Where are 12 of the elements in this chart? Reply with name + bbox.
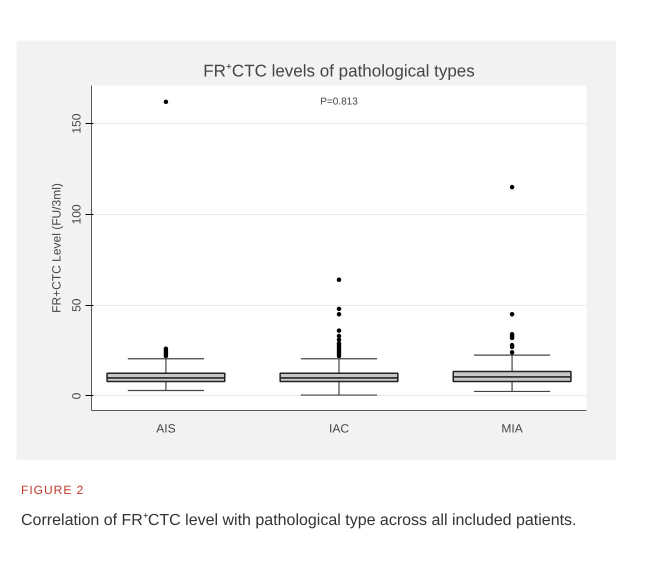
annotation: P=0.813: [320, 96, 358, 108]
y-tick-label: 50: [70, 298, 84, 312]
caption: FIGURE 2: [21, 482, 84, 499]
y-axis-title: FR+CTC Level (FU/3ml): [50, 183, 64, 313]
x-tick-label: IAC: [329, 422, 350, 436]
text: Correlation of FR⁺CTC level with pathological type across all included patients.: [21, 511, 576, 532]
x-tick-label: AIS: [156, 422, 176, 436]
x-tick-label: MIA: [501, 422, 523, 436]
y-tick-label: 100: [70, 204, 84, 224]
chart-title: FR⁺CTC levels of pathological types: [203, 62, 475, 80]
y-tick-label: 0: [70, 392, 84, 400]
y-tick-label: 150: [70, 113, 84, 134]
